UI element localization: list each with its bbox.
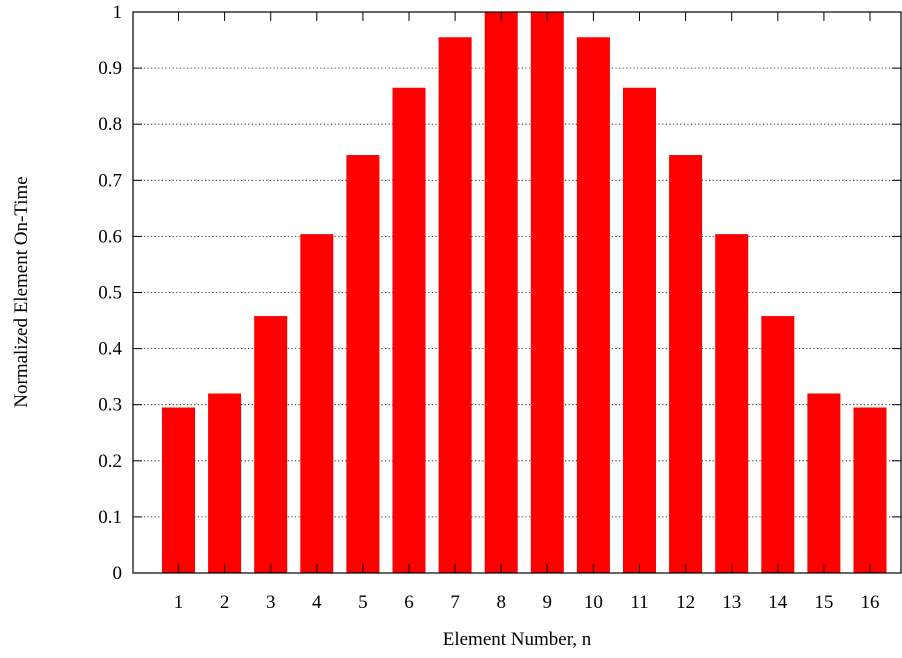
bar-4 [300,234,334,573]
x-tick-label: 13 [722,592,741,613]
bar-2 [208,393,242,573]
y-tick-label: 0.4 [98,339,122,360]
bar-5 [346,155,380,573]
bar-10 [576,37,610,574]
bars [162,12,887,574]
x-tick-label: 12 [676,592,695,613]
y-tick-label: 0.7 [98,170,122,191]
x-tick-label: 14 [768,592,788,613]
x-tick-label: 4 [312,592,322,613]
y-tick-label: 0.3 [98,395,122,416]
x-tick-label: 6 [404,592,414,613]
x-tick-label: 11 [630,592,648,613]
y-tick-label: 0.6 [98,226,122,247]
x-tick-label: 7 [450,592,460,613]
bar-14 [761,316,795,573]
x-axis-label: Element Number, n [443,629,592,650]
x-tick-label: 2 [220,592,230,613]
y-tick-label: 0 [113,563,123,584]
x-tick-label: 5 [358,592,368,613]
x-tick-labels: 1 2 3 4 5 6 7 8 9 10 11 12 13 14 15 16 [174,592,880,613]
x-tick-label: 9 [543,592,553,613]
y-tick-label: 0.9 [98,58,122,79]
bar-6 [392,87,426,574]
bar-13 [715,234,749,573]
bar-16 [853,407,887,573]
y-tick-label: 0.1 [98,507,122,528]
bar-12 [669,155,703,573]
y-axis-label: Normalized Element On-Time [11,176,32,407]
y-tick-label: 1 [113,2,123,23]
x-tick-label: 16 [861,592,880,613]
axis-ticks [133,11,901,574]
bar-11 [623,87,656,574]
bar-7 [438,37,472,574]
bar-8 [484,12,518,573]
y-tick-labels: 0 0.1 0.2 0.3 0.4 0.5 0.6 0.7 0.8 0.9 1 [98,2,122,584]
y-tick-label: 0.2 [98,451,122,472]
x-tick-label: 3 [266,592,276,613]
bar-9 [530,12,564,573]
x-tick-label: 1 [174,592,184,613]
bar-1 [162,407,195,573]
x-tick-label: 8 [496,592,506,613]
x-tick-label: 15 [814,592,833,613]
bar-3 [254,316,288,573]
x-tick-label: 10 [584,592,603,613]
y-tick-label: 0.5 [98,283,122,304]
bar-15 [807,393,841,573]
y-tick-label: 0.8 [98,114,122,135]
